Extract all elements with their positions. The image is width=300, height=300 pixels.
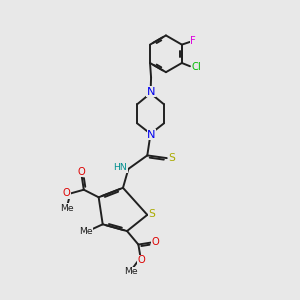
Text: O: O: [138, 255, 146, 265]
Text: Cl: Cl: [191, 62, 201, 72]
Text: Me: Me: [124, 267, 138, 276]
Text: O: O: [152, 237, 160, 247]
Text: HN: HN: [113, 163, 127, 172]
Text: Me: Me: [79, 227, 93, 236]
Text: S: S: [149, 209, 156, 219]
Text: S: S: [168, 153, 175, 163]
Text: O: O: [77, 167, 85, 177]
Text: Me: Me: [60, 204, 73, 213]
Text: N: N: [147, 87, 155, 97]
Text: O: O: [63, 188, 70, 198]
Text: F: F: [190, 36, 196, 46]
Text: N: N: [147, 130, 156, 140]
